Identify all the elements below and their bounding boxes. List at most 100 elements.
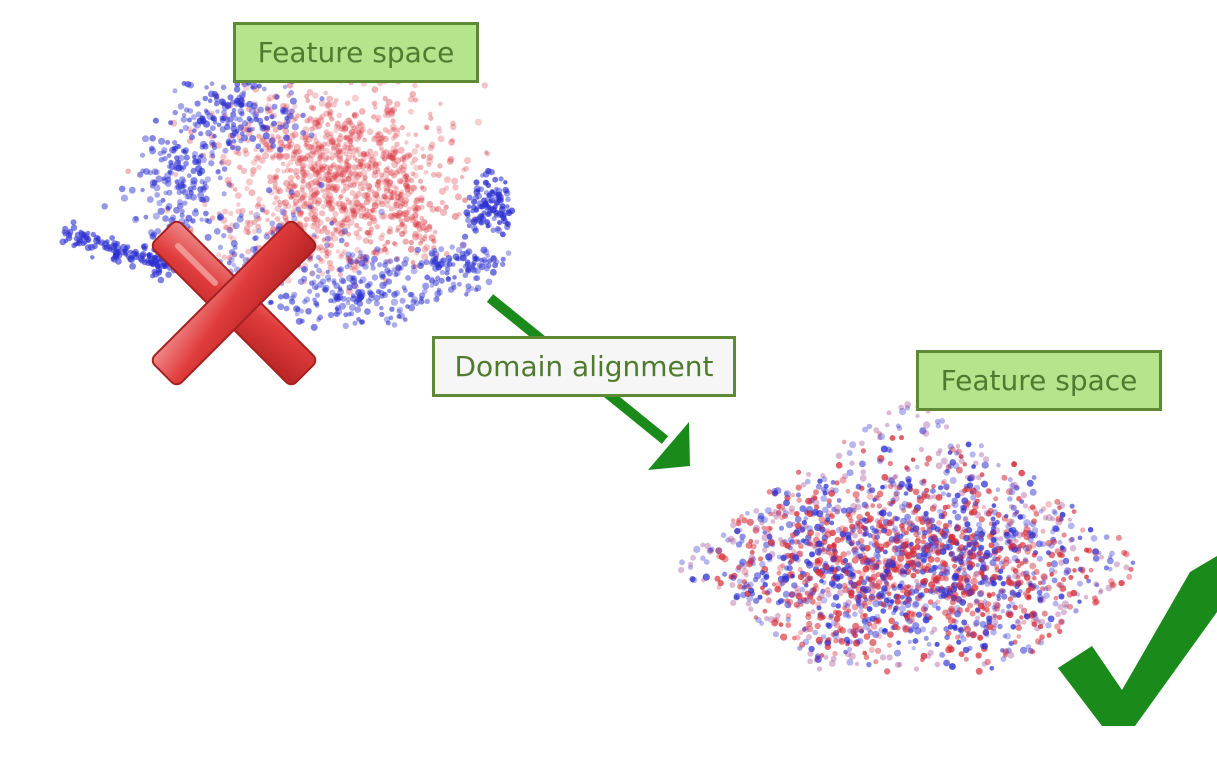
scatter-point (310, 144, 315, 150)
scatter-point (369, 153, 375, 159)
scatter-point (202, 143, 209, 150)
scatter-point (262, 141, 269, 147)
scatter-point (845, 488, 851, 494)
scatter-point (184, 81, 192, 88)
scatter-point (221, 254, 227, 260)
scatter-point (940, 545, 945, 550)
scatter-point (758, 556, 764, 562)
scatter-point (313, 138, 319, 144)
scatter-point (367, 183, 373, 189)
scatter-point (187, 81, 194, 89)
scatter-point (394, 157, 402, 165)
scatter-point (418, 194, 425, 202)
scatter-point (132, 216, 140, 224)
scatter-point (429, 277, 436, 284)
scatter-point (326, 95, 334, 103)
scatter-point (361, 150, 367, 157)
scatter-point (345, 166, 352, 173)
scatter-point (364, 308, 371, 315)
scatter-point (230, 240, 238, 247)
scatter-point (762, 608, 768, 614)
scatter-point (786, 603, 792, 609)
scatter-point (270, 143, 276, 149)
scatter-point (342, 183, 350, 191)
scatter-point (310, 105, 317, 112)
scatter-point (460, 242, 467, 248)
scatter-point (263, 233, 270, 240)
scatter-point (229, 249, 235, 256)
scatter-point (387, 179, 394, 186)
scatter-point (190, 114, 197, 121)
scatter-point (969, 632, 977, 639)
scatter-point (401, 157, 407, 163)
scatter-point (984, 632, 990, 638)
scatter-point (796, 469, 802, 475)
scatter-point (385, 239, 391, 245)
scatter-point (373, 105, 378, 110)
scatter-point (875, 584, 882, 590)
scatter-point (329, 155, 335, 161)
scatter-point (297, 157, 304, 164)
scatter-point (317, 219, 324, 226)
scatter-point (795, 484, 802, 491)
scatter-point (301, 179, 306, 185)
scatter-point (192, 121, 198, 127)
scatter-point (465, 288, 471, 294)
scatter-point (437, 135, 445, 143)
scatter-point (325, 269, 330, 275)
scatter-point (907, 486, 914, 493)
scatter-point (335, 147, 343, 155)
scatter-point (416, 226, 423, 233)
scatter-point (505, 196, 511, 203)
scatter-point (949, 663, 956, 670)
scatter-point (282, 153, 290, 161)
scatter-point (906, 596, 912, 603)
scatter-point (385, 320, 391, 326)
scatter-point (876, 503, 883, 509)
scatter-point (761, 516, 768, 524)
scatter-point (766, 588, 773, 595)
scatter-point (832, 609, 839, 616)
scatter-point (235, 145, 242, 152)
scatter-point (327, 111, 333, 117)
scatter-point (996, 463, 1001, 468)
scatter-point (840, 567, 847, 573)
scatter-point (849, 460, 855, 467)
scatter-point (431, 238, 437, 244)
scatter-point (944, 634, 950, 641)
scatter-point (745, 560, 753, 568)
scatter-point (380, 150, 387, 157)
scatter-point (319, 144, 325, 150)
scatter-point (872, 630, 880, 639)
scatter-point (286, 183, 294, 191)
scatter-point (1030, 504, 1036, 510)
scatter-point (365, 298, 372, 305)
scatter-point (727, 535, 735, 543)
scatter-point (308, 191, 314, 196)
scatter-point (815, 568, 823, 576)
scatter-point (325, 249, 332, 257)
scatter-point (911, 601, 919, 609)
scatter-point (1067, 517, 1073, 522)
scatter-point (983, 509, 991, 517)
scatter-point (736, 578, 743, 585)
scatter-point (1115, 534, 1122, 541)
scatter-point (325, 176, 333, 183)
scatter-point (482, 171, 490, 178)
scatter-point (780, 633, 788, 641)
scatter-point (379, 293, 385, 299)
scatter-point (338, 171, 345, 178)
scatter-point (254, 203, 261, 210)
scatter-point (366, 221, 373, 227)
scatter-point (899, 435, 904, 441)
scatter-point (314, 301, 320, 307)
scatter-point (1033, 511, 1040, 517)
scatter-point (323, 110, 330, 117)
scatter-point (338, 237, 345, 244)
scatter-point (381, 156, 388, 162)
scatter-point (1073, 608, 1079, 614)
scatter-point (1057, 603, 1064, 611)
scatter-point (324, 250, 330, 256)
scatter-point (347, 257, 354, 263)
scatter-point (855, 483, 862, 490)
